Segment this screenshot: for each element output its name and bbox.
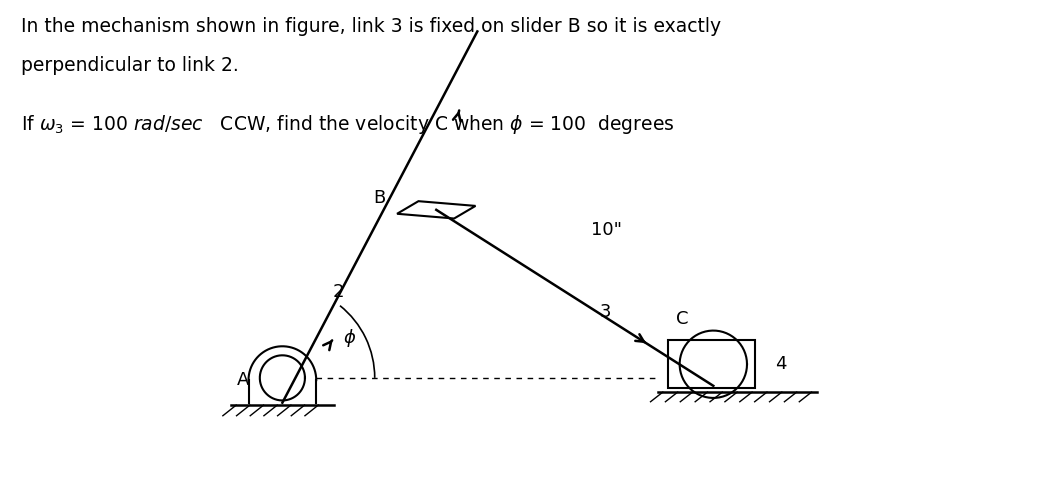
Text: A: A — [238, 371, 249, 389]
Text: C: C — [676, 309, 689, 328]
Text: B: B — [374, 189, 386, 207]
Text: 3: 3 — [600, 303, 611, 321]
Text: If $\omega_3$ = 100 $\it{rad/sec}$   CCW, find the velocity C when $\phi$ = 100 : If $\omega_3$ = 100 $\it{rad/sec}$ CCW, … — [21, 113, 674, 136]
Bar — [668, 340, 755, 388]
Text: perpendicular to link 2.: perpendicular to link 2. — [21, 56, 239, 75]
Text: $\phi$: $\phi$ — [343, 327, 356, 349]
Text: 4: 4 — [775, 355, 786, 373]
Text: 2: 2 — [333, 283, 344, 301]
Text: 10": 10" — [591, 221, 622, 239]
Text: In the mechanism shown in figure, link 3 is fixed on slider B so it is exactly: In the mechanism shown in figure, link 3… — [21, 17, 720, 36]
